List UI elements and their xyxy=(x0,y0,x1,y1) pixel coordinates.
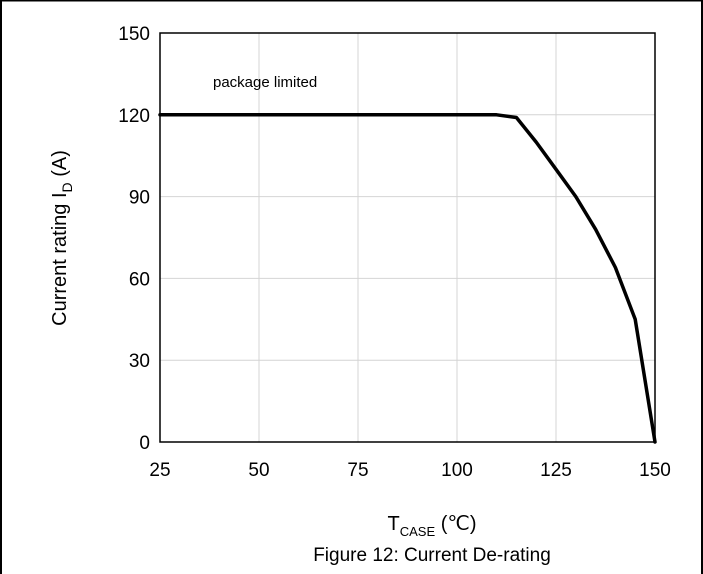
y-axis-label-main: Current rating I xyxy=(49,192,71,325)
y-tick-label-150: 150 xyxy=(118,24,150,45)
x-axis-label-suffix: (℃) xyxy=(435,513,476,535)
y-tick-label-30: 30 xyxy=(129,351,150,372)
y-tick-label-90: 90 xyxy=(129,188,150,209)
y-axis-label-sub: D xyxy=(59,182,75,192)
x-tick-label-100: 100 xyxy=(441,460,473,481)
y-tick-label-0: 0 xyxy=(139,433,150,454)
y-tick-label-60: 60 xyxy=(129,269,150,290)
x-tick-label-75: 75 xyxy=(347,460,368,481)
figure-caption: Figure 12: Current De-rating xyxy=(313,545,551,566)
plot-area-border xyxy=(159,32,656,443)
x-tick-labels: 25 50 75 100 125 150 xyxy=(149,460,670,481)
x-axis-label-sub: CASE xyxy=(400,524,436,539)
x-axis-label: TCASE (℃) xyxy=(388,513,477,539)
y-tick-labels: 0 30 60 90 120 150 xyxy=(118,24,150,454)
annotation-package-limited: package limited xyxy=(213,74,317,91)
x-tick-label-25: 25 xyxy=(149,460,170,481)
gridlines xyxy=(160,33,655,442)
x-tick-label-150: 150 xyxy=(639,460,671,481)
x-axis-label-main: T xyxy=(388,513,400,535)
series-line-0 xyxy=(158,113,657,444)
x-tick-label-125: 125 xyxy=(540,460,572,481)
x-tick-label-50: 50 xyxy=(248,460,269,481)
y-axis-label: Current rating ID (A) xyxy=(49,150,75,326)
y-axis-label-suffix: (A) xyxy=(49,150,71,182)
y-tick-label-120: 120 xyxy=(118,106,150,127)
series-group xyxy=(158,113,657,444)
